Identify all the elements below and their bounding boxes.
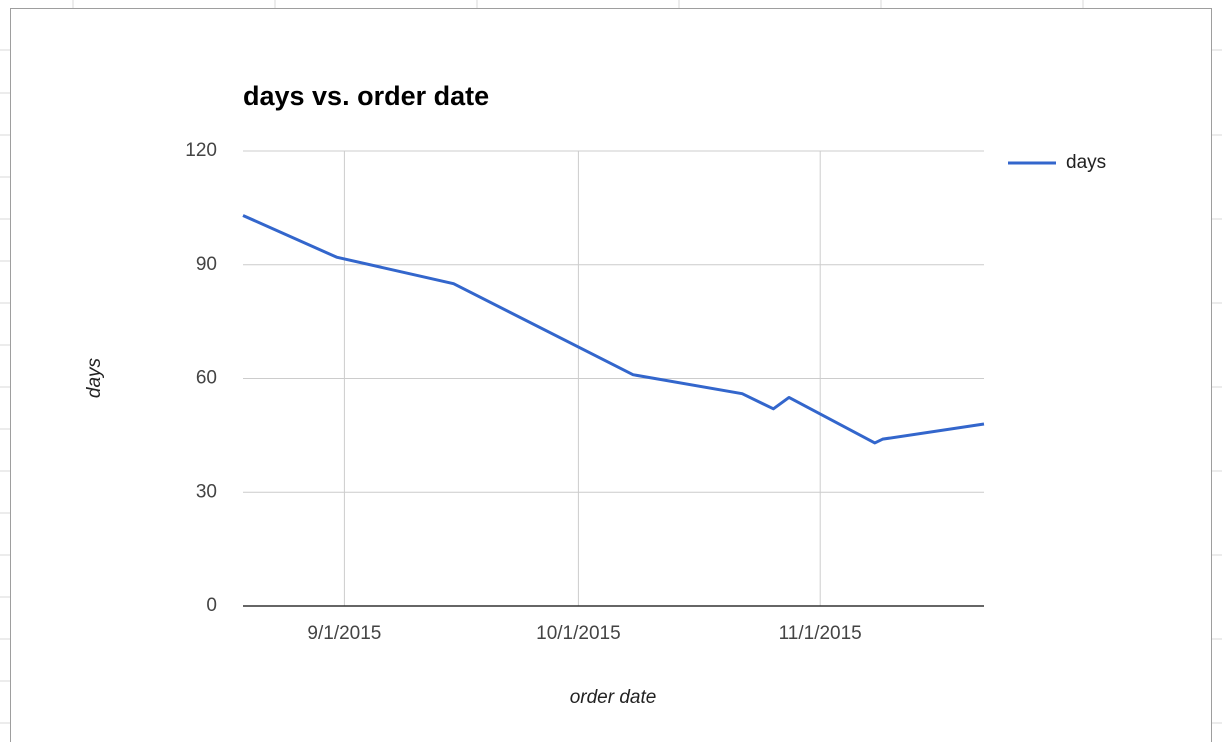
- chart-frame: [10, 8, 1212, 747]
- x-axis-title: order date: [570, 687, 657, 708]
- line-series: [242, 214, 985, 445]
- x-tick-label: 9/1/2015: [307, 623, 381, 644]
- y-axis-title: days: [84, 357, 105, 398]
- y-tick-label: 0: [206, 595, 217, 616]
- y-tick-label: 120: [185, 140, 217, 161]
- sheet-grid: [0, 0, 1222, 724]
- y-tick-label: 90: [196, 254, 217, 275]
- legend-label: days: [1066, 152, 1106, 173]
- y-tick-label: 60: [196, 368, 217, 389]
- x-tick-label: 10/1/2015: [536, 623, 621, 644]
- x-tick-label: 11/1/2015: [779, 623, 862, 644]
- chart-title: days vs. order date: [243, 81, 489, 111]
- y-tick-label: 30: [196, 481, 217, 502]
